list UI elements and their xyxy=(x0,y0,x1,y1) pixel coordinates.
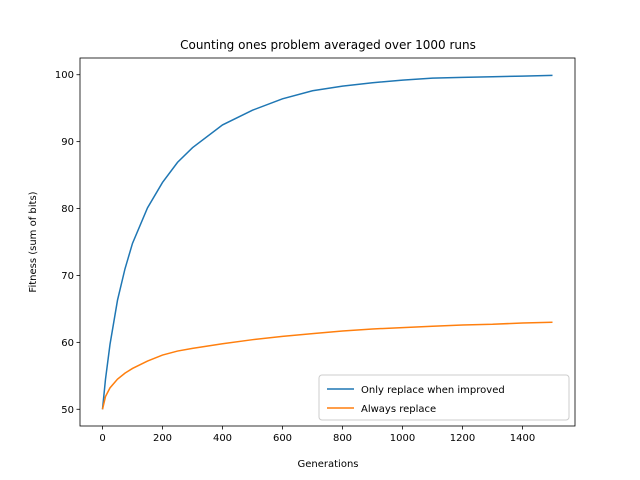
y-tick-label: 90 xyxy=(61,137,74,148)
legend-entry-2: Always replace xyxy=(361,404,436,415)
legend: Only replace when improved Always replace xyxy=(318,374,570,421)
x-tick-label: 800 xyxy=(333,433,352,444)
legend-box xyxy=(318,374,570,421)
x-axis-ticks: 0 200 400 600 800 1000 1200 1400 xyxy=(99,426,535,444)
y-axis-ticks: 50 60 70 80 90 100 xyxy=(55,70,80,416)
x-axis-label: Generations xyxy=(298,459,359,470)
x-tick-label: 1000 xyxy=(390,433,415,444)
axes-frame xyxy=(79,57,576,427)
legend-entry-1: Only replace when improved xyxy=(361,385,505,396)
x-tick-label: 0 xyxy=(99,433,105,444)
x-tick-label: 200 xyxy=(153,433,172,444)
y-axis-label: Fitness (sum of bits) xyxy=(28,191,39,292)
y-tick-label: 100 xyxy=(55,70,74,81)
x-tick-label: 1200 xyxy=(450,433,475,444)
chart-title: Counting ones problem averaged over 1000… xyxy=(180,38,476,52)
series-line-2 xyxy=(101,321,553,410)
y-tick-label: 70 xyxy=(61,271,74,282)
y-tick-label: 60 xyxy=(61,338,74,349)
x-tick-label: 600 xyxy=(273,433,292,444)
series-line-1 xyxy=(101,74,553,410)
y-tick-label: 50 xyxy=(61,405,74,416)
x-tick-label: 1400 xyxy=(510,433,535,444)
plot-area xyxy=(79,57,576,427)
y-tick-label: 80 xyxy=(61,204,74,215)
x-tick-label: 400 xyxy=(213,433,232,444)
